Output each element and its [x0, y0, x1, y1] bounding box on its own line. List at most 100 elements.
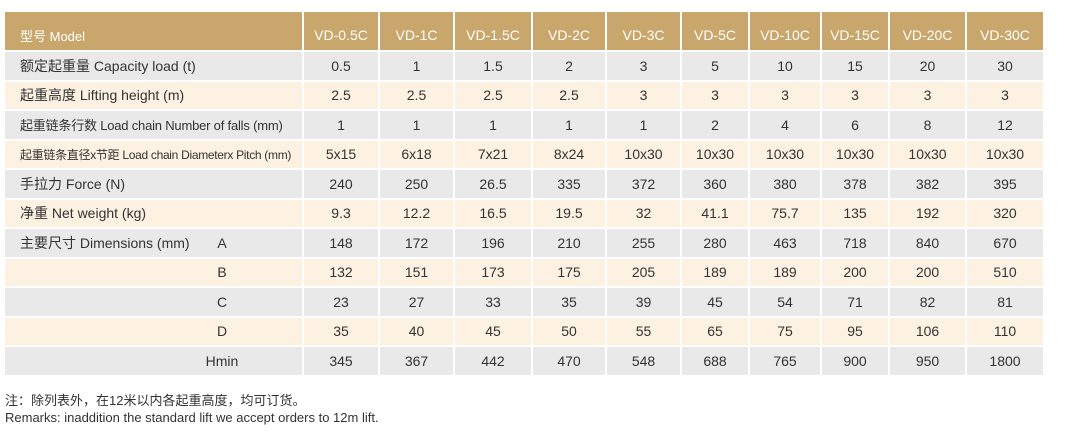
row-sub-label: Hmin — [205, 352, 239, 369]
spec-value-cell: 1 — [380, 52, 453, 80]
spec-value-cell: 200 — [890, 258, 965, 286]
spec-value-cell: 135 — [822, 199, 888, 227]
spec-value-cell: 40 — [380, 317, 453, 345]
model-column-header: VD-15C — [822, 12, 888, 50]
spec-value-cell: 3 — [890, 81, 965, 109]
spec-value-cell: 2.5 — [380, 81, 453, 109]
row-label: 起重链条行数 Load chain Number of falls (mm) — [20, 118, 283, 134]
spec-value-cell: 320 — [967, 199, 1043, 227]
spec-value-cell: 10x30 — [822, 140, 888, 168]
spec-row: 额定起重量 Capacity load (t) 0.5 1 1.5 2 3 5 10 15 20 3… — [5, 52, 1043, 80]
table-header-row: 型号 Model VD-0.5C VD-1C VD-1.5C VD-2C VD-3C VD-… — [5, 12, 1043, 50]
spec-value-cell: 240 — [304, 170, 378, 198]
spec-value-cell: 10x30 — [967, 140, 1043, 168]
spec-value-cell: 3 — [607, 81, 680, 109]
model-column-header: VD-1C — [380, 12, 453, 50]
remarks-cn: 注：除列表外，在12米以内各起重高度，均可订货。 — [5, 393, 306, 408]
spec-value-cell: 20 — [890, 52, 965, 80]
row-label-cell: 主要尺寸 Dimensions (mm) A — [5, 229, 302, 257]
spec-value-cell: 1.5 — [455, 52, 531, 80]
spec-value-cell: 0.5 — [304, 52, 378, 80]
spec-value-cell: 210 — [533, 229, 605, 257]
row-label-cell: D — [5, 317, 302, 345]
spec-value-cell: 26.5 — [455, 170, 531, 198]
spec-value-cell: 1 — [380, 111, 453, 139]
spec-value-cell: 189 — [682, 258, 748, 286]
spec-value-cell: 200 — [822, 258, 888, 286]
spec-value-cell: 75.7 — [750, 199, 820, 227]
spec-value-cell: 2.5 — [533, 81, 605, 109]
spec-value-cell: 1800 — [967, 347, 1043, 375]
spec-value-cell: 172 — [380, 229, 453, 257]
spec-value-cell: 367 — [380, 347, 453, 375]
spec-value-cell: 670 — [967, 229, 1043, 257]
model-column-header: VD-5C — [682, 12, 748, 50]
spec-value-cell: 10 — [750, 52, 820, 80]
spec-value-cell: 840 — [890, 229, 965, 257]
spec-value-cell: 35 — [533, 288, 605, 316]
spec-value-cell: 3 — [682, 81, 748, 109]
spec-value-cell: 8 — [890, 111, 965, 139]
spec-value-cell: 2.5 — [304, 81, 378, 109]
spec-value-cell: 255 — [607, 229, 680, 257]
spec-value-cell: 510 — [967, 258, 1043, 286]
row-label-cell: 净重 Net weight (kg) — [5, 199, 302, 227]
model-column-header: VD-20C — [890, 12, 965, 50]
spec-value-cell: 33 — [455, 288, 531, 316]
spec-value-cell: 345 — [304, 347, 378, 375]
row-sub-label: D — [216, 323, 228, 340]
spec-value-cell: 8x24 — [533, 140, 605, 168]
spec-value-cell: 75 — [750, 317, 820, 345]
spec-value-cell: 765 — [750, 347, 820, 375]
spec-value-cell: 2 — [682, 111, 748, 139]
spec-value-cell: 175 — [533, 258, 605, 286]
spec-value-cell: 19.5 — [533, 199, 605, 227]
model-header-label: 型号 Model — [5, 12, 302, 50]
spec-value-cell: 548 — [607, 347, 680, 375]
row-label-cell: C — [5, 288, 302, 316]
spec-row: 净重 Net weight (kg) 9.3 12.2 16.5 19.5 32 41.1 7… — [5, 199, 1043, 227]
spec-value-cell: 718 — [822, 229, 888, 257]
spec-value-cell: 3 — [967, 81, 1043, 109]
row-label: 手拉力 Force (N) — [20, 175, 125, 192]
spec-value-cell: 45 — [455, 317, 531, 345]
spec-value-cell: 32 — [607, 199, 680, 227]
spec-value-cell: 10x30 — [682, 140, 748, 168]
spec-value-cell: 335 — [533, 170, 605, 198]
spec-value-cell: 27 — [380, 288, 453, 316]
spec-row: 起重链条行数 Load chain Number of falls (mm) 1 1… — [5, 111, 1043, 139]
spec-value-cell: 382 — [890, 170, 965, 198]
spec-value-cell: 16.5 — [455, 199, 531, 227]
spec-value-cell: 1 — [304, 111, 378, 139]
row-sub-label: A — [217, 234, 227, 251]
spec-value-cell: 151 — [380, 258, 453, 286]
spec-value-cell: 106 — [890, 317, 965, 345]
spec-value-cell: 378 — [822, 170, 888, 198]
spec-row: 手拉力 Force (N) 240 250 26.5 335 372 360 380 378 38… — [5, 170, 1043, 198]
spec-value-cell: 196 — [455, 229, 531, 257]
spec-value-cell: 5 — [682, 52, 748, 80]
spec-value-cell: 30 — [967, 52, 1043, 80]
spec-value-cell: 189 — [750, 258, 820, 286]
spec-value-cell: 1 — [455, 111, 531, 139]
spec-value-cell: 12 — [967, 111, 1043, 139]
spec-value-cell: 41.1 — [682, 199, 748, 227]
spec-value-cell: 9.3 — [304, 199, 378, 227]
model-column-header: VD-3C — [607, 12, 680, 50]
spec-value-cell: 6x18 — [380, 140, 453, 168]
row-label-cell: B — [5, 258, 302, 286]
row-sub-label: B — [217, 264, 227, 281]
spec-value-cell: 2.5 — [455, 81, 531, 109]
spec-value-cell: 900 — [822, 347, 888, 375]
spec-value-cell: 110 — [967, 317, 1043, 345]
row-label-cell: 起重链条直径x节距 Load chain Diameterx Pitch (mm… — [5, 140, 302, 168]
row-sub-label: C — [216, 293, 228, 310]
spec-row: 起重链条直径x节距 Load chain Diameterx Pitch (mm… — [5, 140, 1043, 168]
row-label: 起重高度 Lifting height (m) — [20, 87, 185, 104]
spec-value-cell: 148 — [304, 229, 378, 257]
spec-value-cell: 1 — [607, 111, 680, 139]
spec-value-cell: 23 — [304, 288, 378, 316]
spec-value-cell: 12.2 — [380, 199, 453, 227]
spec-value-cell: 470 — [533, 347, 605, 375]
spec-value-cell: 10x30 — [750, 140, 820, 168]
